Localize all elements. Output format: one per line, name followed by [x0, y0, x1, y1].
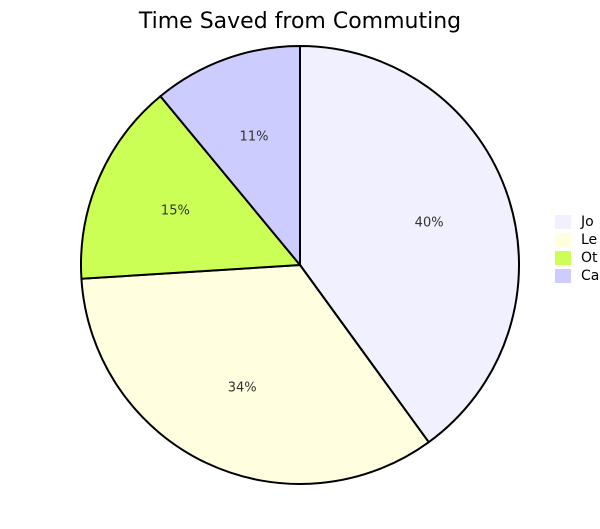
pie-slice	[158, 44, 301, 268]
legend-label: Jo	[580, 214, 594, 230]
data-label: 15%	[161, 204, 190, 219]
legend-label: Ca	[581, 268, 599, 284]
pie-slice	[299, 44, 520, 444]
data-label: 11%	[240, 130, 269, 145]
data-label: 40%	[415, 216, 444, 231]
legend-swatch	[555, 215, 571, 229]
legend-swatch	[555, 233, 571, 247]
pie-slice	[80, 94, 303, 280]
legend-swatch	[555, 251, 571, 265]
pie-slice	[80, 263, 431, 485]
legend-label: Ot	[581, 250, 598, 266]
data-label: 34%	[228, 380, 257, 395]
legend-label: Le	[581, 232, 597, 248]
chart-title: Time Saved from Commuting	[138, 9, 461, 34]
legend-swatch	[555, 269, 571, 283]
